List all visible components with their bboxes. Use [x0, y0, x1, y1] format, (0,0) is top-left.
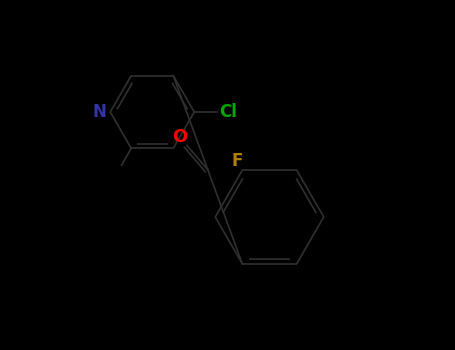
Text: N: N: [93, 103, 106, 121]
Text: Cl: Cl: [219, 103, 237, 121]
Text: F: F: [232, 152, 243, 170]
Text: O: O: [172, 128, 187, 146]
